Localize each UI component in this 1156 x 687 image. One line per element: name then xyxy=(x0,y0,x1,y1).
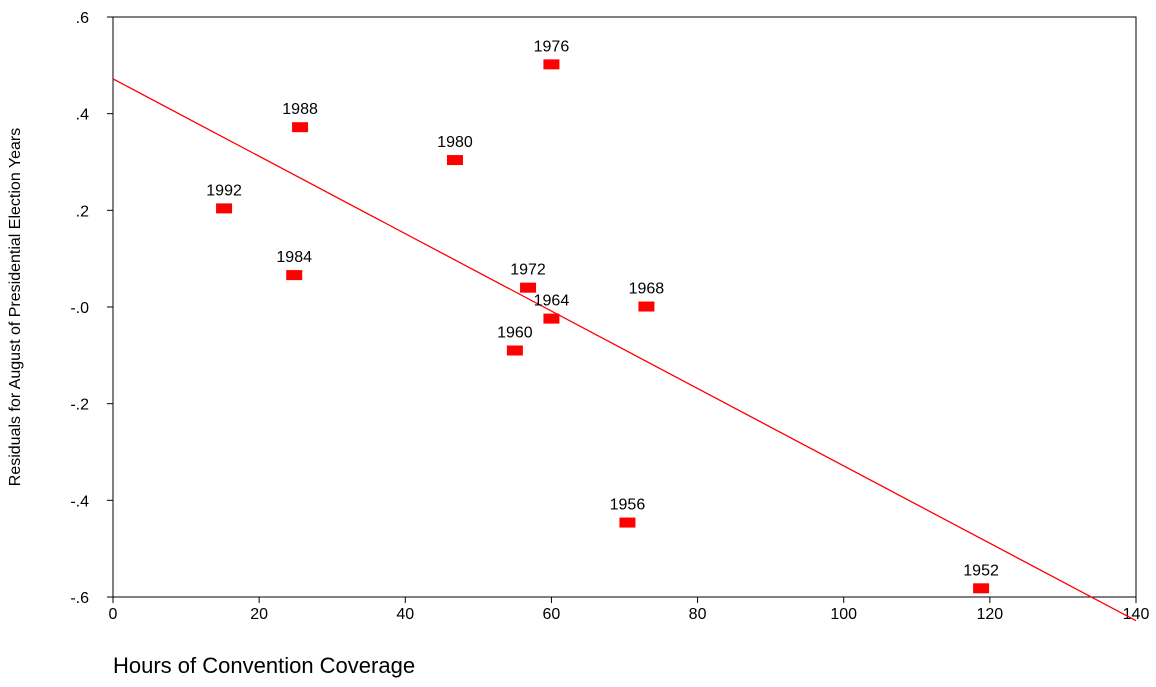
x-tick-label: 40 xyxy=(396,606,414,623)
x-tick-label: 0 xyxy=(109,606,118,623)
data-label-1952: 1952 xyxy=(963,562,999,579)
data-point-1964 xyxy=(543,313,560,324)
data-label-1960: 1960 xyxy=(497,325,533,342)
data-point-1968 xyxy=(638,301,655,312)
x-tick-label: 140 xyxy=(1123,606,1150,623)
x-tick-label: 120 xyxy=(977,606,1004,623)
data-point-1984 xyxy=(286,270,303,281)
data-label-1976: 1976 xyxy=(534,38,570,55)
data-point-1960 xyxy=(506,345,523,356)
data-label-1992: 1992 xyxy=(206,182,242,199)
data-point-1992 xyxy=(216,203,233,214)
data-point-1980 xyxy=(446,155,463,166)
data-label-1972: 1972 xyxy=(510,262,546,279)
data-point-1976 xyxy=(543,59,560,70)
y-tick-label: -.4 xyxy=(70,493,89,510)
regression-line xyxy=(112,78,1137,622)
data-label-1968: 1968 xyxy=(629,281,665,298)
x-tick-label: 60 xyxy=(543,606,561,623)
y-tick-label: -.6 xyxy=(70,590,89,607)
y-tick-label: .2 xyxy=(76,203,89,220)
data-point-1952 xyxy=(973,583,990,594)
x-axis: 0 20 40 60 80 100 120 140 xyxy=(109,597,1150,623)
x-axis-title: Hours of Convention Coverage xyxy=(113,653,415,678)
y-tick-label: .4 xyxy=(76,107,89,124)
y-tick-label: .6 xyxy=(76,10,89,27)
data-label-1984: 1984 xyxy=(276,249,312,266)
data-label-1964: 1964 xyxy=(534,293,570,310)
data-label-1980: 1980 xyxy=(437,134,473,151)
data-label-1988: 1988 xyxy=(282,101,318,118)
x-tick-label: 80 xyxy=(689,606,707,623)
x-tick-label: 20 xyxy=(250,606,268,623)
x-tick-label: 100 xyxy=(830,606,857,623)
y-axis: .6 .4 .2 -.0 -.2 -.4 -.6 xyxy=(70,10,113,607)
y-axis-title: Residuals for August of Presidential Ele… xyxy=(7,128,24,486)
data-point-1988 xyxy=(292,122,309,133)
y-tick-label: -.0 xyxy=(70,300,89,317)
data-label-1956: 1956 xyxy=(610,497,646,514)
data-point-1956 xyxy=(619,517,636,528)
y-tick-label: -.2 xyxy=(70,397,89,414)
data-point-1972 xyxy=(520,282,537,293)
